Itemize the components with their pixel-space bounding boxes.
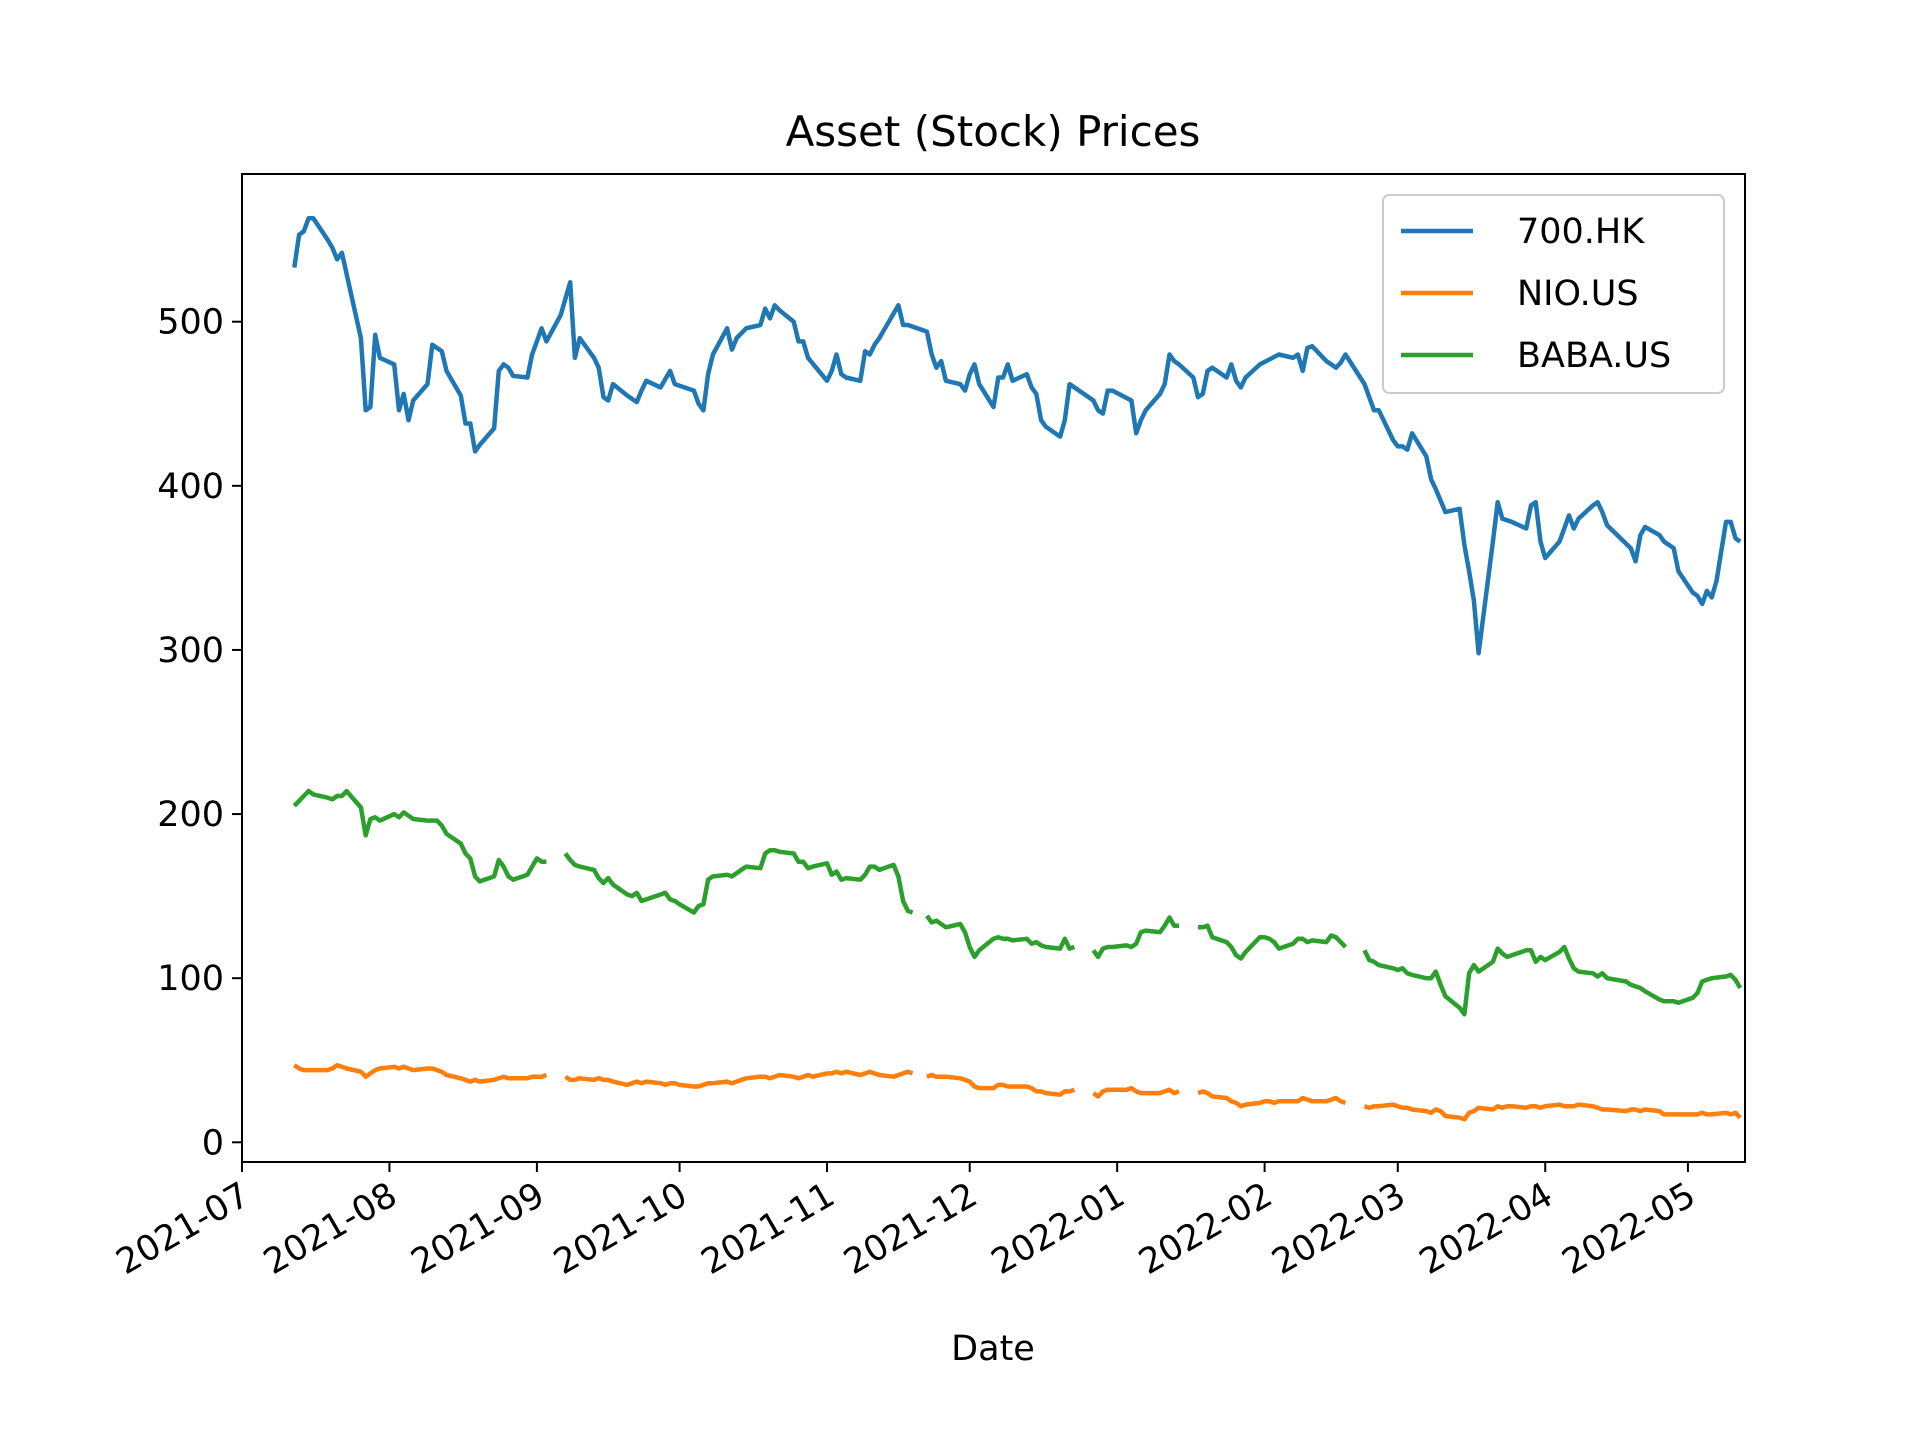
legend-label: BABA.US	[1517, 336, 1671, 376]
series-line-segment	[1362, 944, 1743, 1017]
series-line-segment	[563, 847, 914, 915]
y-tick-label: 200	[157, 795, 224, 835]
x-tick-label: 2021-12	[838, 1175, 985, 1283]
y-tick-label: 100	[157, 959, 224, 999]
x-tick-label: 2022-04	[1413, 1175, 1560, 1283]
x-tick-label: 2021-09	[405, 1175, 552, 1283]
series-line-segment	[1363, 1102, 1742, 1122]
x-tick-label: 2022-02	[1132, 1175, 1279, 1283]
series-line-segment	[1198, 923, 1348, 961]
series-700-hk	[292, 216, 1742, 656]
chart-title: Asset (Stock) Prices	[786, 107, 1201, 156]
legend-label: 700.HK	[1517, 212, 1645, 252]
series-layer	[292, 216, 1743, 1122]
series-baba-us	[292, 788, 1743, 1017]
series-line-segment	[925, 914, 1076, 960]
series-line-segment	[1092, 1085, 1180, 1099]
series-line-segment	[292, 216, 1742, 656]
x-tick-label: 2021-10	[547, 1175, 694, 1283]
x-axis-title: Date	[951, 1329, 1035, 1369]
series-line-segment	[292, 788, 547, 884]
series-line-segment	[564, 1069, 914, 1089]
y-axis: 0 100 200 300 400 500	[157, 303, 242, 1163]
y-tick-label: 400	[157, 467, 224, 507]
y-tick-label: 0	[202, 1123, 224, 1163]
legend: 700.HK NIO.US BABA.US	[1382, 194, 1725, 394]
legend-label: NIO.US	[1517, 274, 1639, 314]
series-line-segment	[1197, 1089, 1347, 1109]
x-tick-label: 2022-05	[1556, 1175, 1703, 1283]
x-tick-label: 2022-03	[1266, 1175, 1413, 1283]
x-tick-label: 2021-07	[110, 1175, 257, 1283]
legend-box	[1382, 194, 1725, 394]
x-tick-label: 2021-11	[695, 1175, 842, 1283]
y-tick-label: 500	[157, 303, 224, 343]
plot-area-frame	[241, 173, 1746, 1163]
x-tick-label: 2022-01	[985, 1175, 1132, 1283]
series-line-segment	[926, 1072, 1076, 1097]
y-tick-label: 300	[157, 631, 224, 671]
series-nio-us	[293, 1062, 1742, 1122]
series-line-segment	[293, 1062, 548, 1084]
series-line-segment	[1091, 915, 1179, 960]
x-tick-label: 2021-08	[257, 1175, 404, 1283]
